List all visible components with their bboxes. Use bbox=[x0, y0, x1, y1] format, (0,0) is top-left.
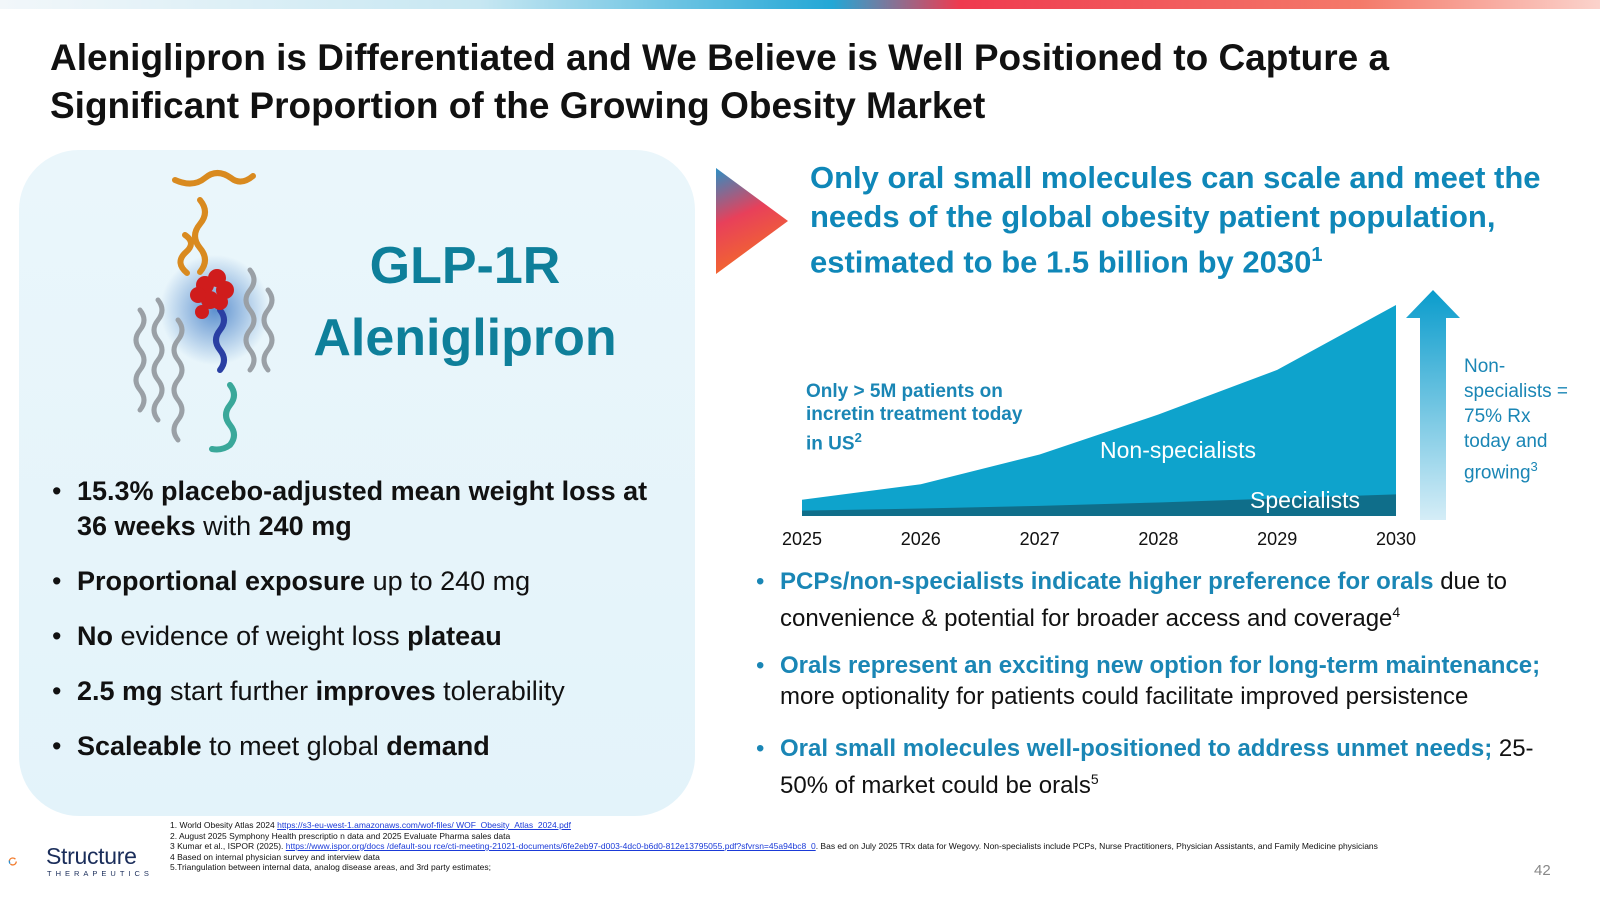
bullet-bold-text: 2.5 mg bbox=[77, 676, 163, 706]
bullet-bold-text: improves bbox=[315, 676, 436, 706]
top-color-bar bbox=[0, 0, 1600, 9]
footnote-text: 5.Triangulation between internal data, a… bbox=[170, 862, 491, 872]
target-name: GLP-1R bbox=[369, 237, 561, 295]
x-tick-label-2028: 2028 bbox=[1138, 529, 1178, 549]
structure-logo-icon bbox=[8, 857, 17, 866]
right-bullet-list: PCPs/non-specialists indicate higher pre… bbox=[756, 566, 1566, 801]
bullet-bold-text: demand bbox=[386, 731, 490, 761]
triangle-arrow-icon bbox=[716, 168, 788, 274]
bullet-text: due to convenience & potential for broad… bbox=[780, 568, 1507, 632]
specialists-series-label: Specialists bbox=[1250, 487, 1360, 513]
x-tick-label-2027: 2027 bbox=[1020, 529, 1060, 549]
slide-title: Aleniglipron is Differentiated and We Be… bbox=[50, 37, 1390, 126]
bullet-bold-text: 240 mg bbox=[258, 511, 352, 541]
footnote-text: 2. August 2025 Symphony Health prescript… bbox=[170, 830, 511, 841]
market-growth-chart: Non-specialists Specialists 2025 2026 2027… bbox=[782, 290, 1460, 549]
non-specialists-area bbox=[802, 304, 1396, 516]
footnote-text: 1. World Obesity Atlas 2024 bbox=[170, 820, 278, 830]
bullet-bold-text: No bbox=[77, 621, 113, 651]
bullet-text: tolerability bbox=[435, 676, 565, 706]
left-bullet-2: Proportional exposure up to 240 mg bbox=[52, 564, 672, 599]
bullet-bold-text: Scaleable bbox=[77, 731, 202, 761]
bullet-footnote-ref: 5 bbox=[1090, 771, 1099, 787]
annotation-non-specialists-share: Non-specialists = 75% Rx today and growi… bbox=[1464, 354, 1574, 485]
footnotes: 1. World Obesity Atlas 2024 https://s3-e… bbox=[170, 820, 1470, 873]
annotation-incretin-patients: Only > 5M patients on incretin treatment… bbox=[806, 380, 1026, 455]
right-headline: Only oral small molecules can scale and … bbox=[810, 158, 1580, 281]
bullet-bold-text: Proportional exposure bbox=[77, 566, 366, 596]
annotation-footnote-ref: 2 bbox=[854, 430, 862, 445]
footnote-3: 3 Kumar et al., ISPOR (2025). https://ww… bbox=[170, 841, 1470, 852]
footnote-1: 1. World Obesity Atlas 2024 https://s3-e… bbox=[170, 820, 1470, 831]
footnote-2: 2. August 2025 Symphony Health prescript… bbox=[170, 831, 1470, 842]
x-tick-label-2025: 2025 bbox=[782, 529, 822, 549]
headline-footnote-ref: 1 bbox=[1311, 244, 1323, 266]
bullet-text: up to 240 mg bbox=[365, 566, 531, 596]
bullet-bold-text: plateau bbox=[407, 621, 502, 651]
footnote-4: 4 Based on internal physician survey and… bbox=[170, 852, 1470, 863]
footnote-link[interactable]: https://s3-eu-west-1.amazonaws.com/wof-f… bbox=[277, 820, 571, 830]
footnote-link[interactable]: https://www.ispor.org/docs /default-sou … bbox=[285, 841, 816, 851]
right-bullet-2: Orals represent an exciting new option f… bbox=[756, 650, 1566, 712]
bullet-text: start further bbox=[162, 676, 316, 706]
specialists-area bbox=[802, 494, 1396, 516]
bullet-bold-text: PCPs/non-specialists indicate higher pre… bbox=[780, 568, 1434, 595]
footnote-text: 3 Kumar et al., ISPOR (2025). bbox=[170, 841, 286, 851]
headline-text: Only oral small molecules can scale and … bbox=[810, 160, 1541, 280]
protein-structure-image bbox=[133, 170, 275, 453]
left-bullet-3: No evidence of weight loss plateau bbox=[52, 619, 672, 654]
logo-subtitle: THERAPEUTICS bbox=[47, 869, 153, 878]
bullet-bold-text: 15.3% placebo-adjusted mean weight loss … bbox=[77, 476, 648, 541]
left-bullet-list: 15.3% placebo-adjusted mean weight loss … bbox=[52, 474, 672, 784]
drug-name: Aleniglipron bbox=[313, 309, 617, 367]
bullet-text: to meet global bbox=[201, 731, 387, 761]
left-bullet-5: Scaleable to meet global demand bbox=[52, 729, 672, 764]
annotation-footnote-ref: 3 bbox=[1530, 459, 1538, 474]
bullet-text: more optionality for patients could faci… bbox=[780, 683, 1469, 710]
left-bullet-4: 2.5 mg start further improves tolerabili… bbox=[52, 674, 672, 709]
page-number: 42 bbox=[1534, 862, 1551, 879]
growth-up-arrow-icon bbox=[1406, 290, 1460, 520]
bullet-text: 25-50% of market could be orals bbox=[780, 735, 1534, 799]
right-bullet-1: PCPs/non-specialists indicate higher pre… bbox=[756, 566, 1566, 634]
bullet-bold-text: Orals represent an exciting new option f… bbox=[780, 652, 1541, 679]
footnote-5: 5.Triangulation between internal data, a… bbox=[170, 862, 1470, 873]
glp1r-aleniglipron-heading: GLP-1R Aleniglipron bbox=[300, 230, 630, 374]
bullet-text: evidence of weight loss bbox=[113, 621, 408, 651]
annotation-text: Only > 5M patients on incretin treatment… bbox=[806, 381, 1023, 455]
x-tick-label-2026: 2026 bbox=[901, 529, 941, 549]
bullet-bold-text: Oral small molecules well-positioned to … bbox=[780, 735, 1493, 762]
left-bullet-1: 15.3% placebo-adjusted mean weight loss … bbox=[52, 474, 672, 544]
logo-name: Structure bbox=[46, 843, 137, 869]
non-specialists-series-label: Non-specialists bbox=[1100, 437, 1256, 463]
right-bullet-3: Oral small molecules well-positioned to … bbox=[756, 733, 1566, 801]
x-tick-label-2030: 2030 bbox=[1376, 529, 1416, 549]
bullet-footnote-ref: 4 bbox=[1392, 604, 1401, 620]
x-tick-label-2029: 2029 bbox=[1257, 529, 1297, 549]
bullet-text: with bbox=[195, 511, 259, 541]
footnote-text: 4 Based on internal physician survey and… bbox=[170, 851, 380, 862]
footnote-text: . Bas ed on July 2025 TRx data for Wegov… bbox=[815, 841, 1378, 851]
annotation-text: Non-specialists = 75% Rx today and growi… bbox=[1464, 356, 1569, 484]
